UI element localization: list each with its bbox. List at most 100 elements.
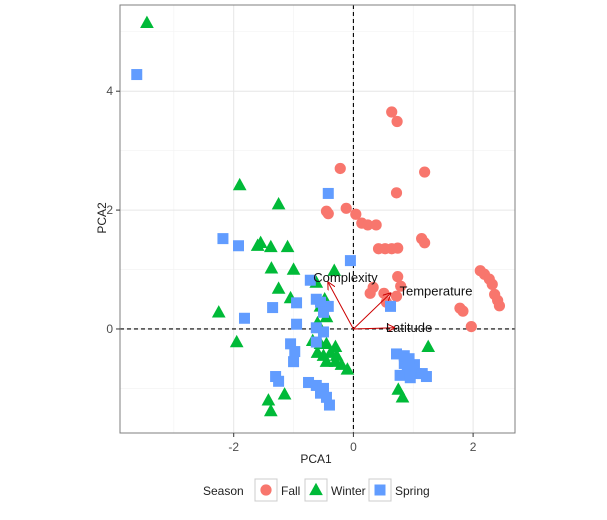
fall-point [392,271,404,283]
spring-point [217,233,229,245]
winter-point [280,239,295,253]
temperature-loading-label: Temperature [399,284,472,299]
spring-point [408,359,420,371]
winter-point [271,196,286,210]
legend-title: Season [203,484,244,498]
axes: -2 0 2 0 2 4 [106,4,516,454]
spring-point [131,69,143,81]
fall-point [350,208,362,220]
winter-point [319,336,334,350]
winter-point [421,339,436,352]
legend-symbol-winter [309,482,323,496]
winter-point [319,354,334,367]
spring-point [314,296,326,308]
spring-point [291,297,303,309]
plot-panel [120,5,515,433]
fall-point [364,287,376,299]
complexity-loading-arrow [328,283,354,330]
fall-point [395,280,407,292]
fall-point [419,166,431,178]
y-tick-label: 2 [106,203,113,217]
winter-point [264,261,279,274]
spring-point [288,356,300,368]
legend-label-spring: Spring [395,484,430,498]
legend: Season Fall Winter Spring [203,478,430,502]
complexity-loading-label: Complexity [313,270,378,285]
fall-point [465,320,477,333]
fall-point [362,219,374,231]
spring-point [304,274,316,286]
x-tick-label: 2 [470,440,477,454]
fall-point [392,242,404,254]
spring-point [310,379,322,391]
winter-point [250,238,265,251]
spring-point [310,322,322,334]
legend-symbol-fall [260,484,272,496]
spring-point [322,187,334,199]
spring-point [291,318,303,330]
winter-point [334,357,349,370]
data-points [131,15,506,417]
panel-background [120,5,515,433]
spring-point [285,338,297,350]
legend-symbol-spring [374,484,386,496]
fall-point [391,115,403,128]
spring-point [410,368,422,380]
fall-point [334,162,346,175]
spring-point [289,346,301,358]
winter-point [261,393,276,406]
loading-vectors: Complexity Temperature Latitude [313,270,472,335]
winter-point [286,262,301,275]
winter-point [232,177,247,191]
spring-point [323,399,335,411]
spring-point [317,326,329,338]
spring-point [267,302,279,314]
y-tick-label: 4 [106,84,113,98]
spring-point [344,255,356,267]
winter-point [263,403,278,417]
y-tick-label: 0 [106,322,113,336]
legend-label-fall: Fall [281,484,300,498]
x-axis-title: PCA1 [300,452,332,466]
spring-point [322,300,334,312]
fall-point [457,305,469,317]
winter-point [340,362,355,375]
fall-point [386,106,398,118]
spring-point [394,369,406,381]
x-tick-label: -2 [228,440,239,454]
spring-point [303,376,315,388]
spring-point [310,336,322,348]
fall-point [493,300,506,312]
latitude-loading-label: Latitude [386,320,432,335]
spring-point [416,368,428,380]
winter-point [140,15,154,29]
spring-point [401,363,413,375]
fall-point [370,219,382,231]
spring-point [233,240,244,252]
winter-point [229,334,244,348]
spring-point [238,312,250,324]
winter-point [329,348,344,361]
spring-point [391,348,402,360]
fall-point [322,208,334,220]
winter-point [395,390,410,403]
fall-point [419,237,431,249]
winter-point [271,281,286,294]
spring-point [320,391,332,403]
spring-point [385,300,397,312]
fall-point [340,202,352,214]
spring-point [317,306,329,318]
fall-point [390,290,403,302]
spring-point [404,372,416,384]
winter-point [263,239,278,253]
panel-border [119,4,516,434]
fall-point [486,278,498,290]
winter-point [327,263,342,276]
y-axis-title: PCA2 [95,202,109,234]
spring-point [403,353,415,365]
winter-point [277,387,292,400]
temperature-loading-arrow [353,293,390,330]
legend-label-winter: Winter [331,484,366,498]
